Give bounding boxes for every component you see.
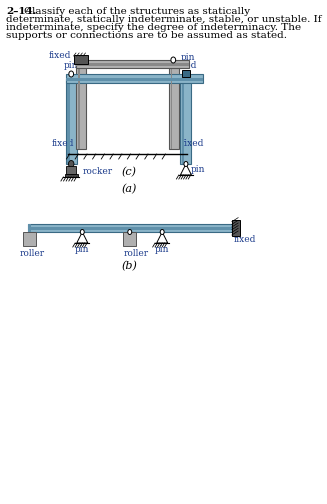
Text: pin: pin	[64, 60, 78, 70]
Bar	[66, 74, 202, 83]
Bar	[76, 63, 189, 66]
Text: pin: pin	[191, 165, 205, 174]
Text: supports or connections are to be assumed as stated.: supports or connections are to be assume…	[6, 31, 287, 40]
Text: (b): (b)	[121, 261, 137, 271]
Text: pin: pin	[155, 245, 169, 255]
Text: roller: roller	[20, 249, 45, 259]
Bar	[66, 166, 76, 174]
Bar	[182, 70, 190, 77]
Bar	[78, 64, 80, 149]
Circle shape	[184, 161, 188, 166]
Bar	[123, 232, 136, 246]
Bar	[171, 64, 172, 149]
Text: determinate, statically indeterminate, stable, or unstable. If: determinate, statically indeterminate, s…	[6, 15, 322, 24]
Text: roller: roller	[123, 249, 148, 259]
Text: (c): (c)	[121, 167, 136, 177]
Text: (a): (a)	[121, 184, 137, 194]
Bar	[65, 174, 77, 177]
Circle shape	[80, 229, 84, 234]
Text: 2–14.: 2–14.	[6, 7, 37, 16]
Text: indeterminate, specify the degree of indeterminacy. The: indeterminate, specify the degree of ind…	[6, 23, 301, 32]
Text: fixed: fixed	[233, 235, 256, 244]
Bar	[66, 79, 77, 164]
Bar	[182, 79, 184, 164]
Bar	[74, 55, 88, 64]
Bar	[232, 220, 240, 236]
Bar	[28, 227, 232, 230]
Bar	[66, 78, 202, 81]
Text: pin: pin	[75, 245, 90, 255]
Circle shape	[69, 71, 74, 77]
Bar	[76, 60, 189, 68]
Bar	[168, 64, 179, 149]
Text: rocker: rocker	[82, 166, 112, 175]
Text: fixed: fixed	[181, 140, 204, 149]
Text: fixed: fixed	[51, 140, 74, 149]
Text: Classify each of the structures as statically: Classify each of the structures as stati…	[24, 7, 250, 16]
Circle shape	[160, 229, 164, 234]
Circle shape	[128, 229, 132, 234]
Bar	[28, 224, 31, 232]
Bar	[67, 79, 70, 164]
Circle shape	[68, 160, 74, 167]
Circle shape	[171, 57, 176, 63]
Bar	[23, 232, 36, 246]
Text: fixed: fixed	[49, 50, 71, 59]
Bar	[76, 64, 86, 149]
Text: fixed: fixed	[175, 60, 197, 70]
Bar	[28, 224, 232, 232]
Text: pin: pin	[181, 52, 195, 61]
Bar	[181, 79, 192, 164]
